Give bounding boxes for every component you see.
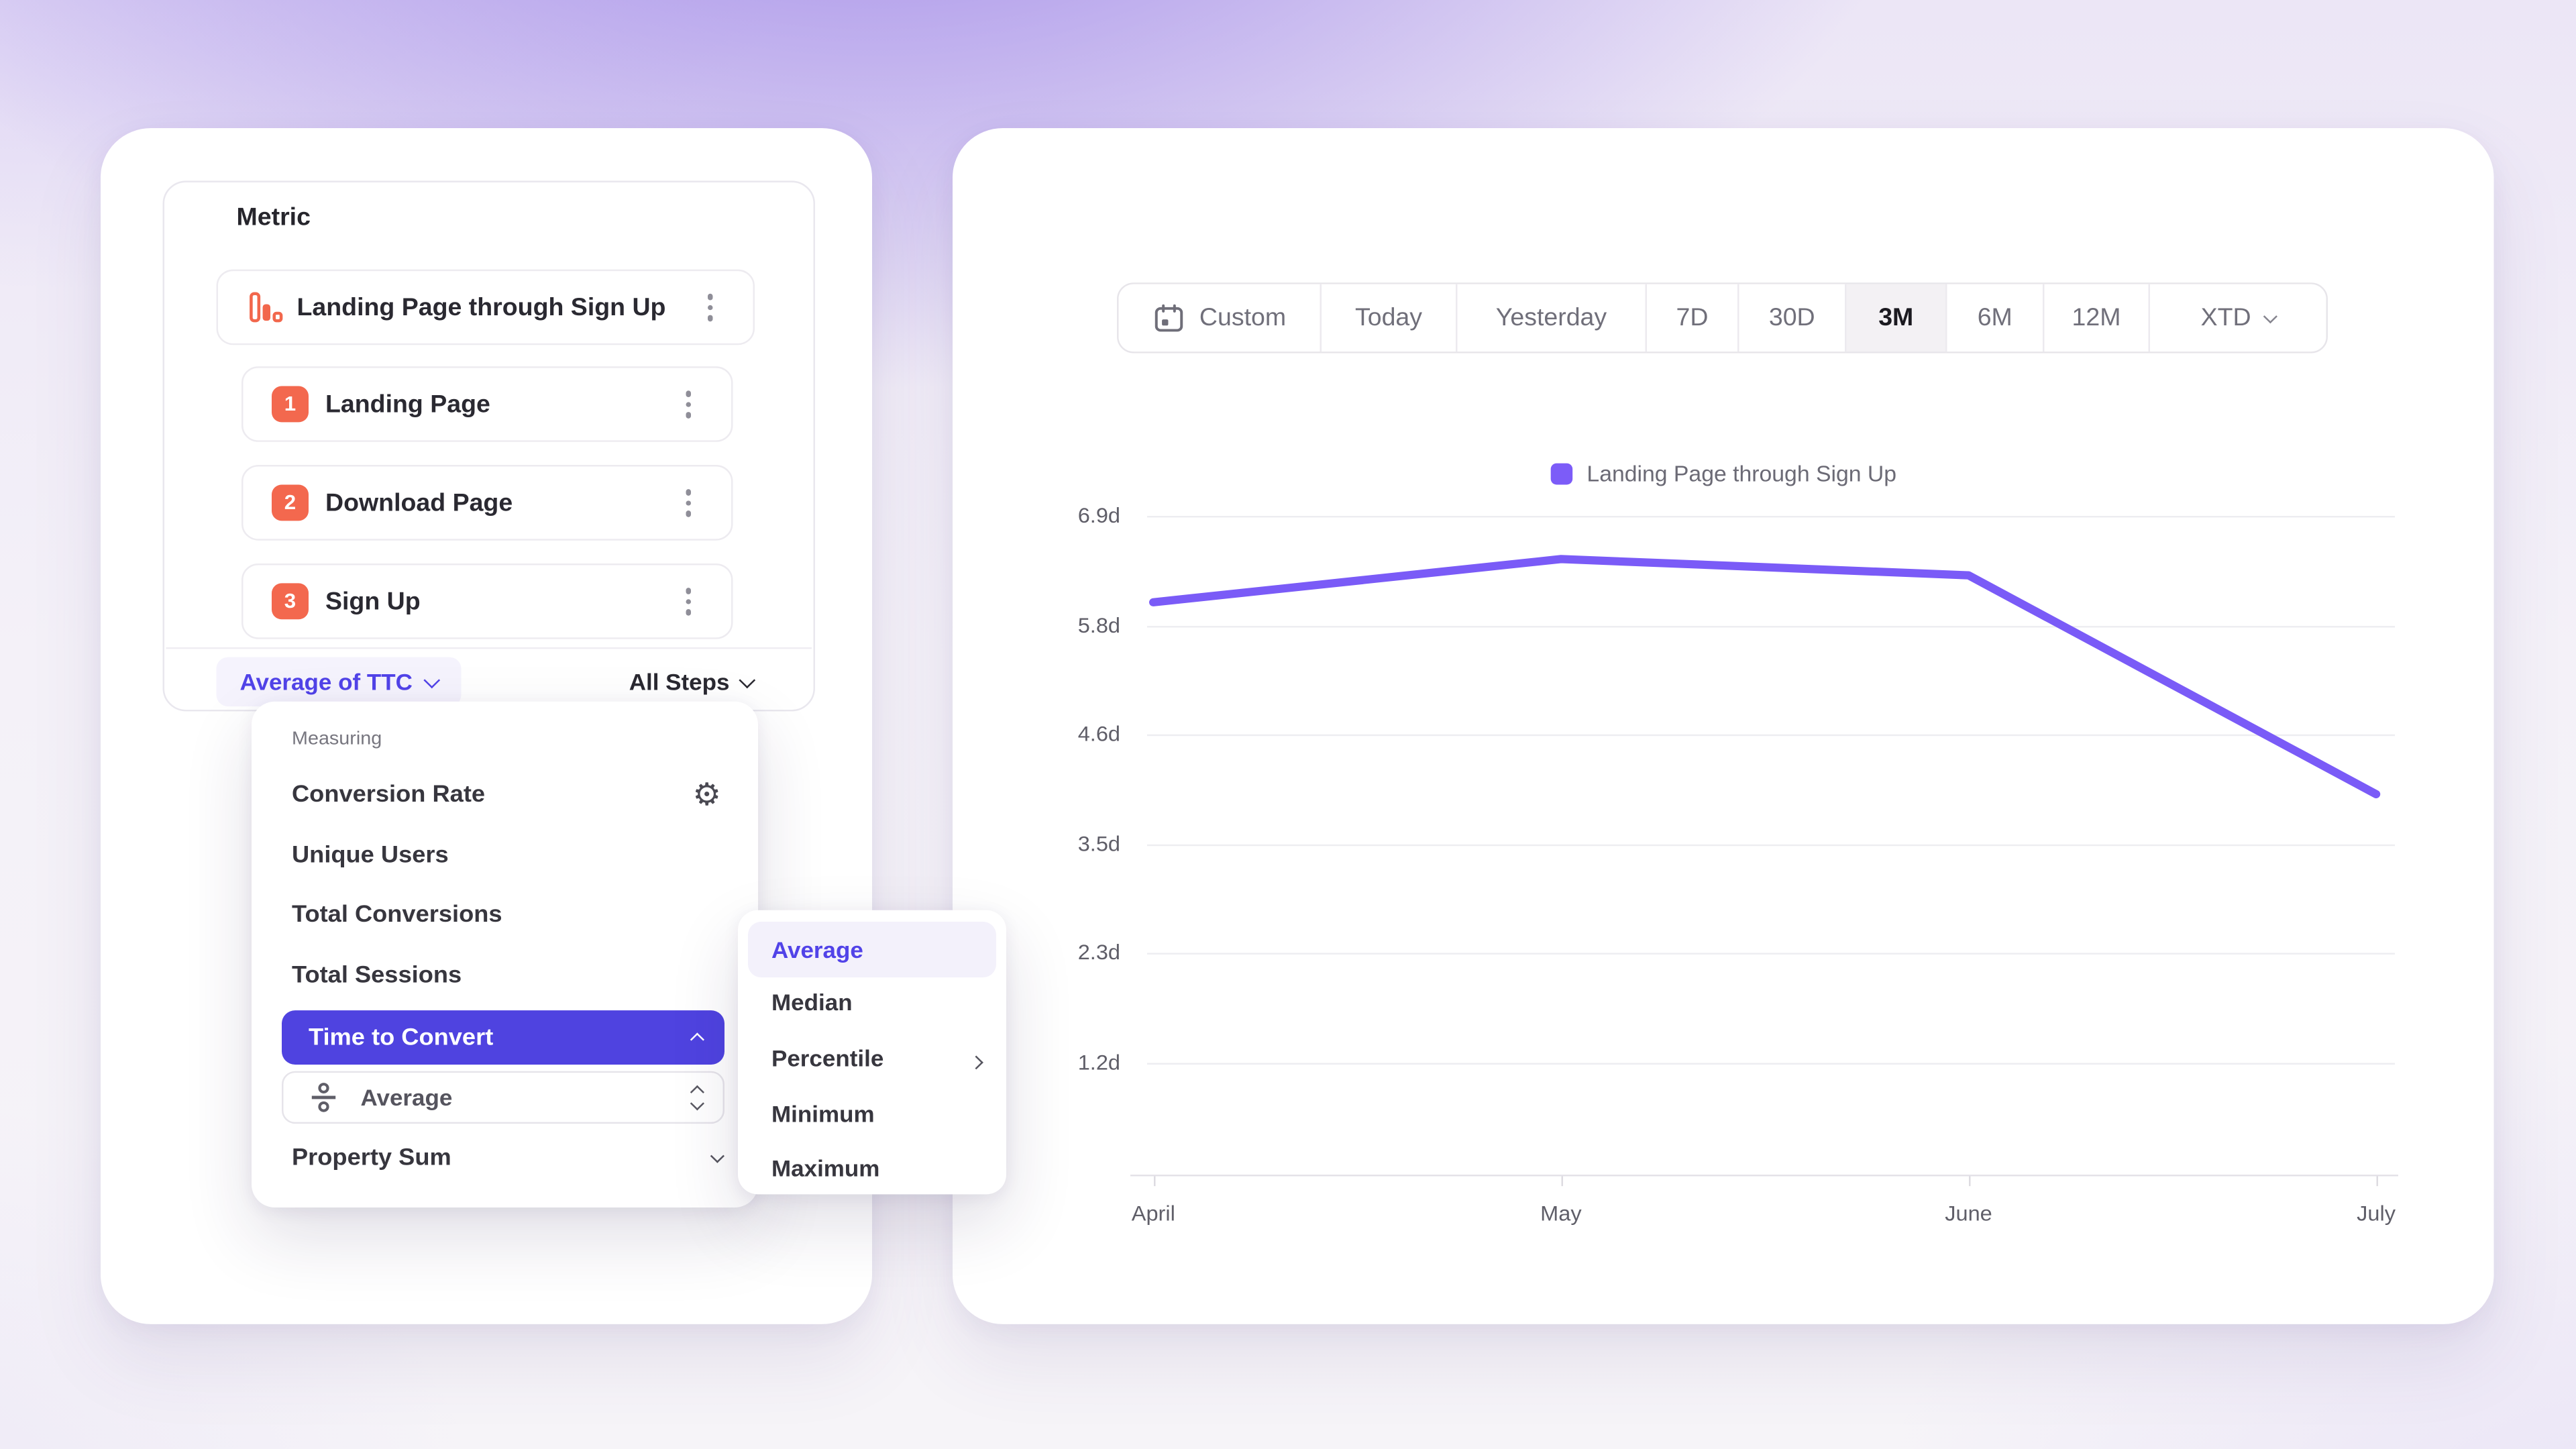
divider: [166, 647, 812, 649]
submenu-item-maximum[interactable]: Maximum: [771, 1155, 880, 1181]
step-label: Download Page: [325, 488, 513, 517]
chart-data-line: [1149, 555, 2381, 798]
menu-item-total-conversions[interactable]: Total Conversions: [292, 902, 502, 928]
y-axis-tick-label: 6.9d: [1077, 502, 1120, 528]
divide-icon: [307, 1081, 341, 1114]
x-axis-tick: [1968, 1176, 1972, 1187]
step-label: Sign Up: [325, 587, 421, 616]
kebab-menu-icon[interactable]: [678, 482, 698, 523]
chevron-down-icon: [710, 1149, 723, 1163]
funnel-step-row[interactable]: 3 Sign Up: [241, 564, 733, 639]
funnel-header-row[interactable]: Landing Page through Sign Up: [216, 269, 755, 345]
legend-swatch: [1550, 463, 1572, 485]
steps-scope-selector[interactable]: All Steps: [619, 667, 763, 696]
date-range-12m-button[interactable]: 12M: [2044, 284, 2150, 352]
gridline: [1147, 844, 2395, 846]
date-range-xtd-button[interactable]: XTD: [2150, 284, 2326, 352]
menu-item-total-sessions[interactable]: Total Sessions: [292, 963, 462, 989]
step-number-badge: 2: [272, 484, 309, 521]
y-axis-tick-label: 4.6d: [1077, 721, 1120, 747]
x-axis-tick: [2376, 1176, 2379, 1187]
date-range-custom-button[interactable]: Custom: [1118, 284, 1322, 352]
calendar-icon: [1152, 301, 1186, 334]
chart-line-svg: [1149, 555, 2381, 798]
x-axis-tick-label: May: [1540, 1201, 1582, 1226]
chevron-down-icon: [739, 671, 756, 688]
gridline: [1147, 1063, 2395, 1065]
x-axis-tick-label: June: [1945, 1201, 1992, 1226]
chevron-down-icon: [2264, 309, 2277, 322]
funnel-step-row[interactable]: 2 Download Page: [241, 465, 733, 541]
x-axis-tick-label: July: [2357, 1201, 2396, 1226]
up-down-stepper-icon: [690, 1086, 703, 1109]
submenu-item-average[interactable]: Average: [748, 921, 996, 978]
ttc-aggregation-value: Average: [360, 1084, 453, 1111]
kebab-menu-icon[interactable]: [678, 384, 698, 424]
y-axis-tick-label: 1.2d: [1077, 1049, 1120, 1075]
gear-icon[interactable]: ⚙︎: [692, 776, 721, 813]
metric-card-footer: Average of TTC All Steps: [216, 657, 763, 707]
legend-label: Landing Page through Sign Up: [1587, 462, 1897, 486]
x-axis-tick-label: April: [1131, 1201, 1175, 1226]
submenu-item-median[interactable]: Median: [771, 989, 853, 1016]
menu-item-unique-users[interactable]: Unique Users: [292, 843, 449, 869]
x-axis-tick: [1560, 1176, 1564, 1187]
chart-legend: Landing Page through Sign Up: [1550, 462, 1896, 486]
step-label: Landing Page: [325, 390, 490, 419]
chart-panel: Custom Today Yesterday 7D 30D 3M 6M 12M …: [953, 128, 2494, 1324]
date-range-3m-button[interactable]: 3M: [1846, 284, 1947, 352]
date-range-today-button[interactable]: Today: [1322, 284, 1458, 352]
y-axis-tick-label: 5.8d: [1077, 612, 1120, 637]
menu-item-property-sum[interactable]: Property Sum: [265, 1134, 745, 1183]
gridline: [1147, 735, 2395, 737]
x-axis-line: [1130, 1175, 2398, 1177]
y-axis-tick-label: 3.5d: [1077, 830, 1120, 856]
metric-section-title: Metric: [236, 203, 311, 232]
y-axis-tick-label: 2.3d: [1077, 940, 1120, 965]
chevron-right-icon: [968, 1055, 981, 1069]
menu-section-label: Measuring: [292, 729, 382, 749]
measurement-selector-label: Average of TTC: [239, 668, 413, 695]
menu-item-time-to-convert[interactable]: Time to Convert: [282, 1010, 724, 1065]
funnel-bars-icon: [247, 289, 284, 325]
menu-item-conversion-rate[interactable]: Conversion Rate ⚙︎: [292, 776, 721, 813]
date-range-7d-button[interactable]: 7D: [1647, 284, 1739, 352]
funnel-name: Landing Page through Sign Up: [297, 293, 666, 321]
funnel-step-row[interactable]: 1 Landing Page: [241, 366, 733, 442]
metric-panel: Metric Landing Page through Sign Up 1 La…: [101, 128, 872, 1324]
date-range-yesterday-button[interactable]: Yesterday: [1457, 284, 1647, 352]
steps-scope-label: All Steps: [629, 668, 730, 695]
gridline: [1147, 625, 2395, 627]
submenu-item-percentile[interactable]: Percentile: [748, 1033, 996, 1082]
date-range-6m-button[interactable]: 6M: [1947, 284, 2045, 352]
submenu-item-minimum[interactable]: Minimum: [771, 1100, 875, 1128]
ttc-aggregation-select[interactable]: Average: [282, 1071, 724, 1124]
date-range-toolbar: Custom Today Yesterday 7D 30D 3M 6M 12M …: [1117, 282, 2328, 354]
gridline: [1147, 953, 2395, 955]
measuring-dropdown-menu: Measuring Conversion Rate ⚙︎ Unique User…: [252, 701, 758, 1208]
step-number-badge: 3: [272, 583, 309, 620]
aggregation-submenu: Average Median Percentile Minimum Maximu…: [738, 910, 1006, 1195]
step-number-badge: 1: [272, 386, 309, 423]
metric-card: Metric Landing Page through Sign Up 1 La…: [162, 180, 815, 712]
x-axis-tick: [1153, 1176, 1157, 1187]
measurement-selector[interactable]: Average of TTC: [216, 657, 462, 707]
kebab-menu-icon[interactable]: [678, 581, 698, 621]
date-range-30d-button[interactable]: 30D: [1739, 284, 1847, 352]
chevron-down-icon: [423, 671, 441, 688]
gridline: [1147, 515, 2395, 518]
line-chart: 6.9d 5.8d 4.6d 3.5d 2.3d 1.2d April May June July: [1078, 502, 2398, 1255]
chevron-up-icon: [690, 1033, 703, 1046]
kebab-menu-icon[interactable]: [700, 287, 720, 327]
